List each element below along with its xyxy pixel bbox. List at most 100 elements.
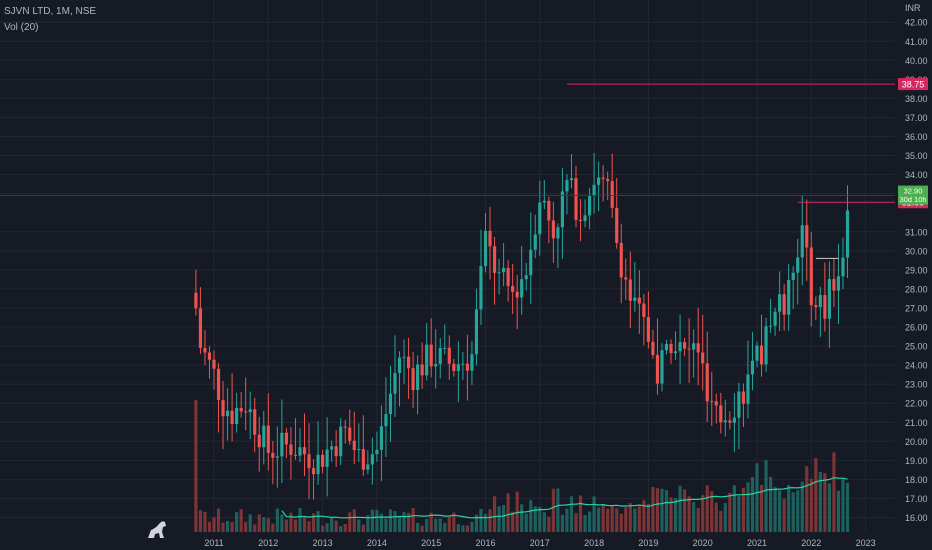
time-axis[interactable]: 2011 2012 2013 2014 2015 2016 2017 2018 2019 2020… bbox=[204, 538, 875, 548]
volume-bar bbox=[443, 523, 447, 532]
volume-bar bbox=[714, 502, 718, 532]
y-tick-label: 20.00 bbox=[905, 437, 928, 447]
y-tick-label: 41.00 bbox=[905, 37, 928, 47]
price-axis[interactable]: 42.0041.0040.0039.0038.0037.0036.0035.00… bbox=[898, 3, 928, 523]
volume-bar bbox=[397, 516, 402, 532]
volume-bar bbox=[434, 518, 438, 532]
last-price-label-text: 32.90 bbox=[904, 187, 923, 196]
volume-bar bbox=[818, 471, 822, 532]
volume-bar bbox=[194, 400, 198, 532]
candle-body bbox=[692, 343, 696, 350]
volume-bar bbox=[379, 513, 384, 532]
volume-bar bbox=[321, 525, 325, 532]
candle-body bbox=[502, 267, 506, 273]
candle-body bbox=[845, 210, 850, 258]
candle-body bbox=[823, 295, 827, 319]
volume-bar bbox=[574, 513, 578, 532]
volume-bar bbox=[728, 492, 732, 532]
candle-body bbox=[524, 275, 528, 280]
candle-body bbox=[696, 343, 700, 353]
volume-bar bbox=[547, 516, 551, 532]
candle-body bbox=[597, 177, 601, 185]
volume-bar bbox=[646, 503, 650, 532]
volume-bar bbox=[701, 495, 705, 532]
candle-body bbox=[750, 360, 755, 375]
y-tick-label: 26.00 bbox=[905, 323, 928, 333]
candle-body bbox=[818, 295, 822, 308]
symbol-title[interactable]: SJVN LTD, 1M, NSE bbox=[4, 6, 97, 17]
candle-body bbox=[271, 452, 275, 458]
candle-body bbox=[216, 368, 221, 401]
candle-body bbox=[470, 354, 474, 371]
volume-bar bbox=[307, 521, 311, 532]
volume-bar bbox=[411, 508, 415, 532]
x-tick-label: 2021 bbox=[747, 538, 767, 548]
candle-body bbox=[406, 356, 411, 369]
currency-label: INR bbox=[905, 3, 921, 13]
volume-bar bbox=[375, 509, 379, 532]
candle-body bbox=[289, 444, 293, 455]
candle-body bbox=[746, 374, 750, 404]
volume-bar bbox=[488, 509, 492, 532]
volume-ma-line bbox=[281, 477, 848, 519]
last-price-label-box bbox=[898, 185, 928, 205]
candle-body bbox=[348, 427, 352, 441]
candle-body bbox=[637, 297, 641, 304]
candle-body bbox=[723, 420, 727, 423]
candle-body bbox=[800, 225, 804, 258]
volume-bar bbox=[203, 511, 207, 532]
candle-body bbox=[253, 409, 257, 435]
volume-bar bbox=[827, 483, 831, 532]
volume-bar bbox=[280, 514, 284, 532]
candle-body bbox=[574, 178, 578, 220]
volume-bar bbox=[683, 489, 687, 532]
volume-bar bbox=[538, 506, 542, 532]
y-tick-label: 22.00 bbox=[905, 399, 928, 409]
candle-body bbox=[483, 230, 488, 267]
volume-bar bbox=[836, 490, 841, 532]
volume-bar bbox=[425, 518, 429, 532]
volume-bar bbox=[615, 508, 619, 532]
candle-body bbox=[533, 234, 537, 250]
candle-body bbox=[687, 348, 691, 350]
volume-bar bbox=[755, 463, 759, 532]
volume-bar bbox=[805, 466, 809, 532]
candle-body bbox=[673, 351, 678, 354]
candle-body bbox=[266, 425, 270, 453]
volume-bar bbox=[225, 520, 230, 532]
volume-bar bbox=[474, 514, 479, 532]
horizontal-lines[interactable] bbox=[0, 83, 895, 259]
candle-body bbox=[402, 356, 406, 358]
candle-body bbox=[773, 311, 777, 326]
volume-bar bbox=[311, 513, 316, 532]
y-tick-label: 19.00 bbox=[905, 456, 928, 466]
candle-body bbox=[497, 272, 501, 274]
candle-body bbox=[429, 344, 433, 367]
x-tick-label: 2016 bbox=[475, 538, 495, 548]
candle-body bbox=[642, 303, 646, 318]
volume-bar bbox=[334, 520, 338, 532]
volume-bar bbox=[556, 488, 560, 532]
candle-body bbox=[230, 410, 234, 425]
volume-bar bbox=[687, 496, 691, 532]
volume-bar bbox=[465, 525, 469, 532]
volume-bar bbox=[370, 509, 374, 532]
x-tick-label: 2023 bbox=[856, 538, 876, 548]
x-tick-label: 2012 bbox=[258, 538, 278, 548]
volume-bar bbox=[678, 485, 682, 532]
volume-bar bbox=[511, 511, 515, 532]
candle-body bbox=[425, 344, 429, 376]
volume-indicator-label[interactable]: Vol (20) bbox=[4, 22, 39, 33]
volume-bar bbox=[230, 521, 234, 532]
volume-bar bbox=[551, 488, 555, 532]
volume-bar bbox=[787, 485, 791, 532]
candle-body bbox=[248, 409, 252, 413]
volume-bar bbox=[361, 524, 365, 532]
volume-bar bbox=[796, 490, 800, 532]
candle-body bbox=[370, 454, 374, 465]
candle-body bbox=[411, 368, 415, 390]
volume-bar bbox=[741, 487, 746, 532]
candle-body bbox=[778, 294, 782, 312]
candle-body bbox=[547, 200, 551, 221]
